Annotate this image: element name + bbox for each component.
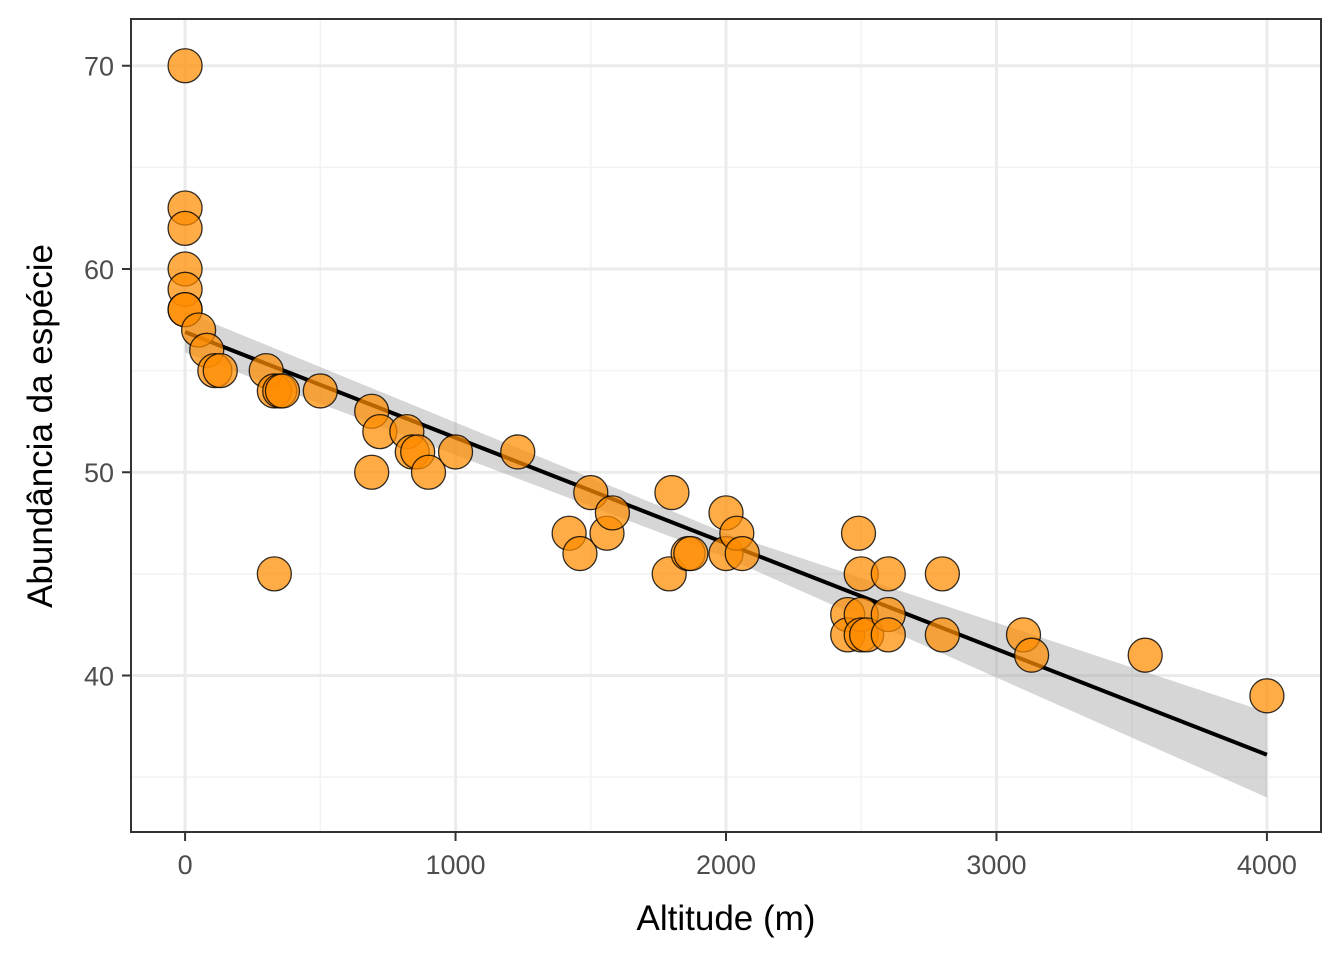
x-tick-label: 1000 — [426, 850, 486, 880]
data-point — [302, 373, 338, 409]
data-points — [167, 48, 1285, 714]
x-axis: 0 1000 2000 3000 4000 — [178, 832, 1297, 880]
data-point — [870, 617, 906, 653]
data-point — [870, 556, 906, 592]
x-axis-title: Altitude (m) — [637, 899, 816, 938]
y-axis: 40 50 60 70 — [84, 52, 131, 691]
data-point — [924, 556, 961, 592]
data-point — [256, 556, 292, 592]
data-point — [594, 495, 631, 531]
data-point — [673, 535, 709, 572]
data-point — [500, 434, 536, 470]
data-point — [573, 474, 609, 511]
x-tick-label: 0 — [178, 850, 193, 880]
data-point — [724, 535, 760, 572]
y-tick-label: 40 — [84, 661, 114, 691]
data-point — [167, 210, 203, 246]
data-point — [264, 373, 301, 409]
data-point — [410, 454, 447, 490]
major-gridlines — [131, 19, 1321, 832]
data-point — [654, 474, 690, 511]
y-tick-label: 70 — [84, 52, 114, 82]
data-point — [924, 617, 961, 653]
data-point — [840, 515, 877, 551]
data-point — [562, 535, 598, 572]
x-tick-label: 2000 — [696, 850, 756, 880]
data-point — [437, 434, 474, 470]
y-axis-title: Abundância da espécie — [21, 244, 60, 608]
data-point — [167, 48, 203, 84]
data-point — [354, 454, 390, 490]
data-point — [202, 352, 238, 389]
x-tick-label: 3000 — [966, 850, 1026, 880]
data-point — [1013, 637, 1050, 673]
data-point — [1127, 637, 1163, 673]
y-tick-label: 50 — [84, 458, 114, 488]
data-point — [1249, 678, 1285, 714]
y-tick-label: 60 — [84, 255, 114, 285]
x-tick-label: 4000 — [1237, 850, 1297, 880]
